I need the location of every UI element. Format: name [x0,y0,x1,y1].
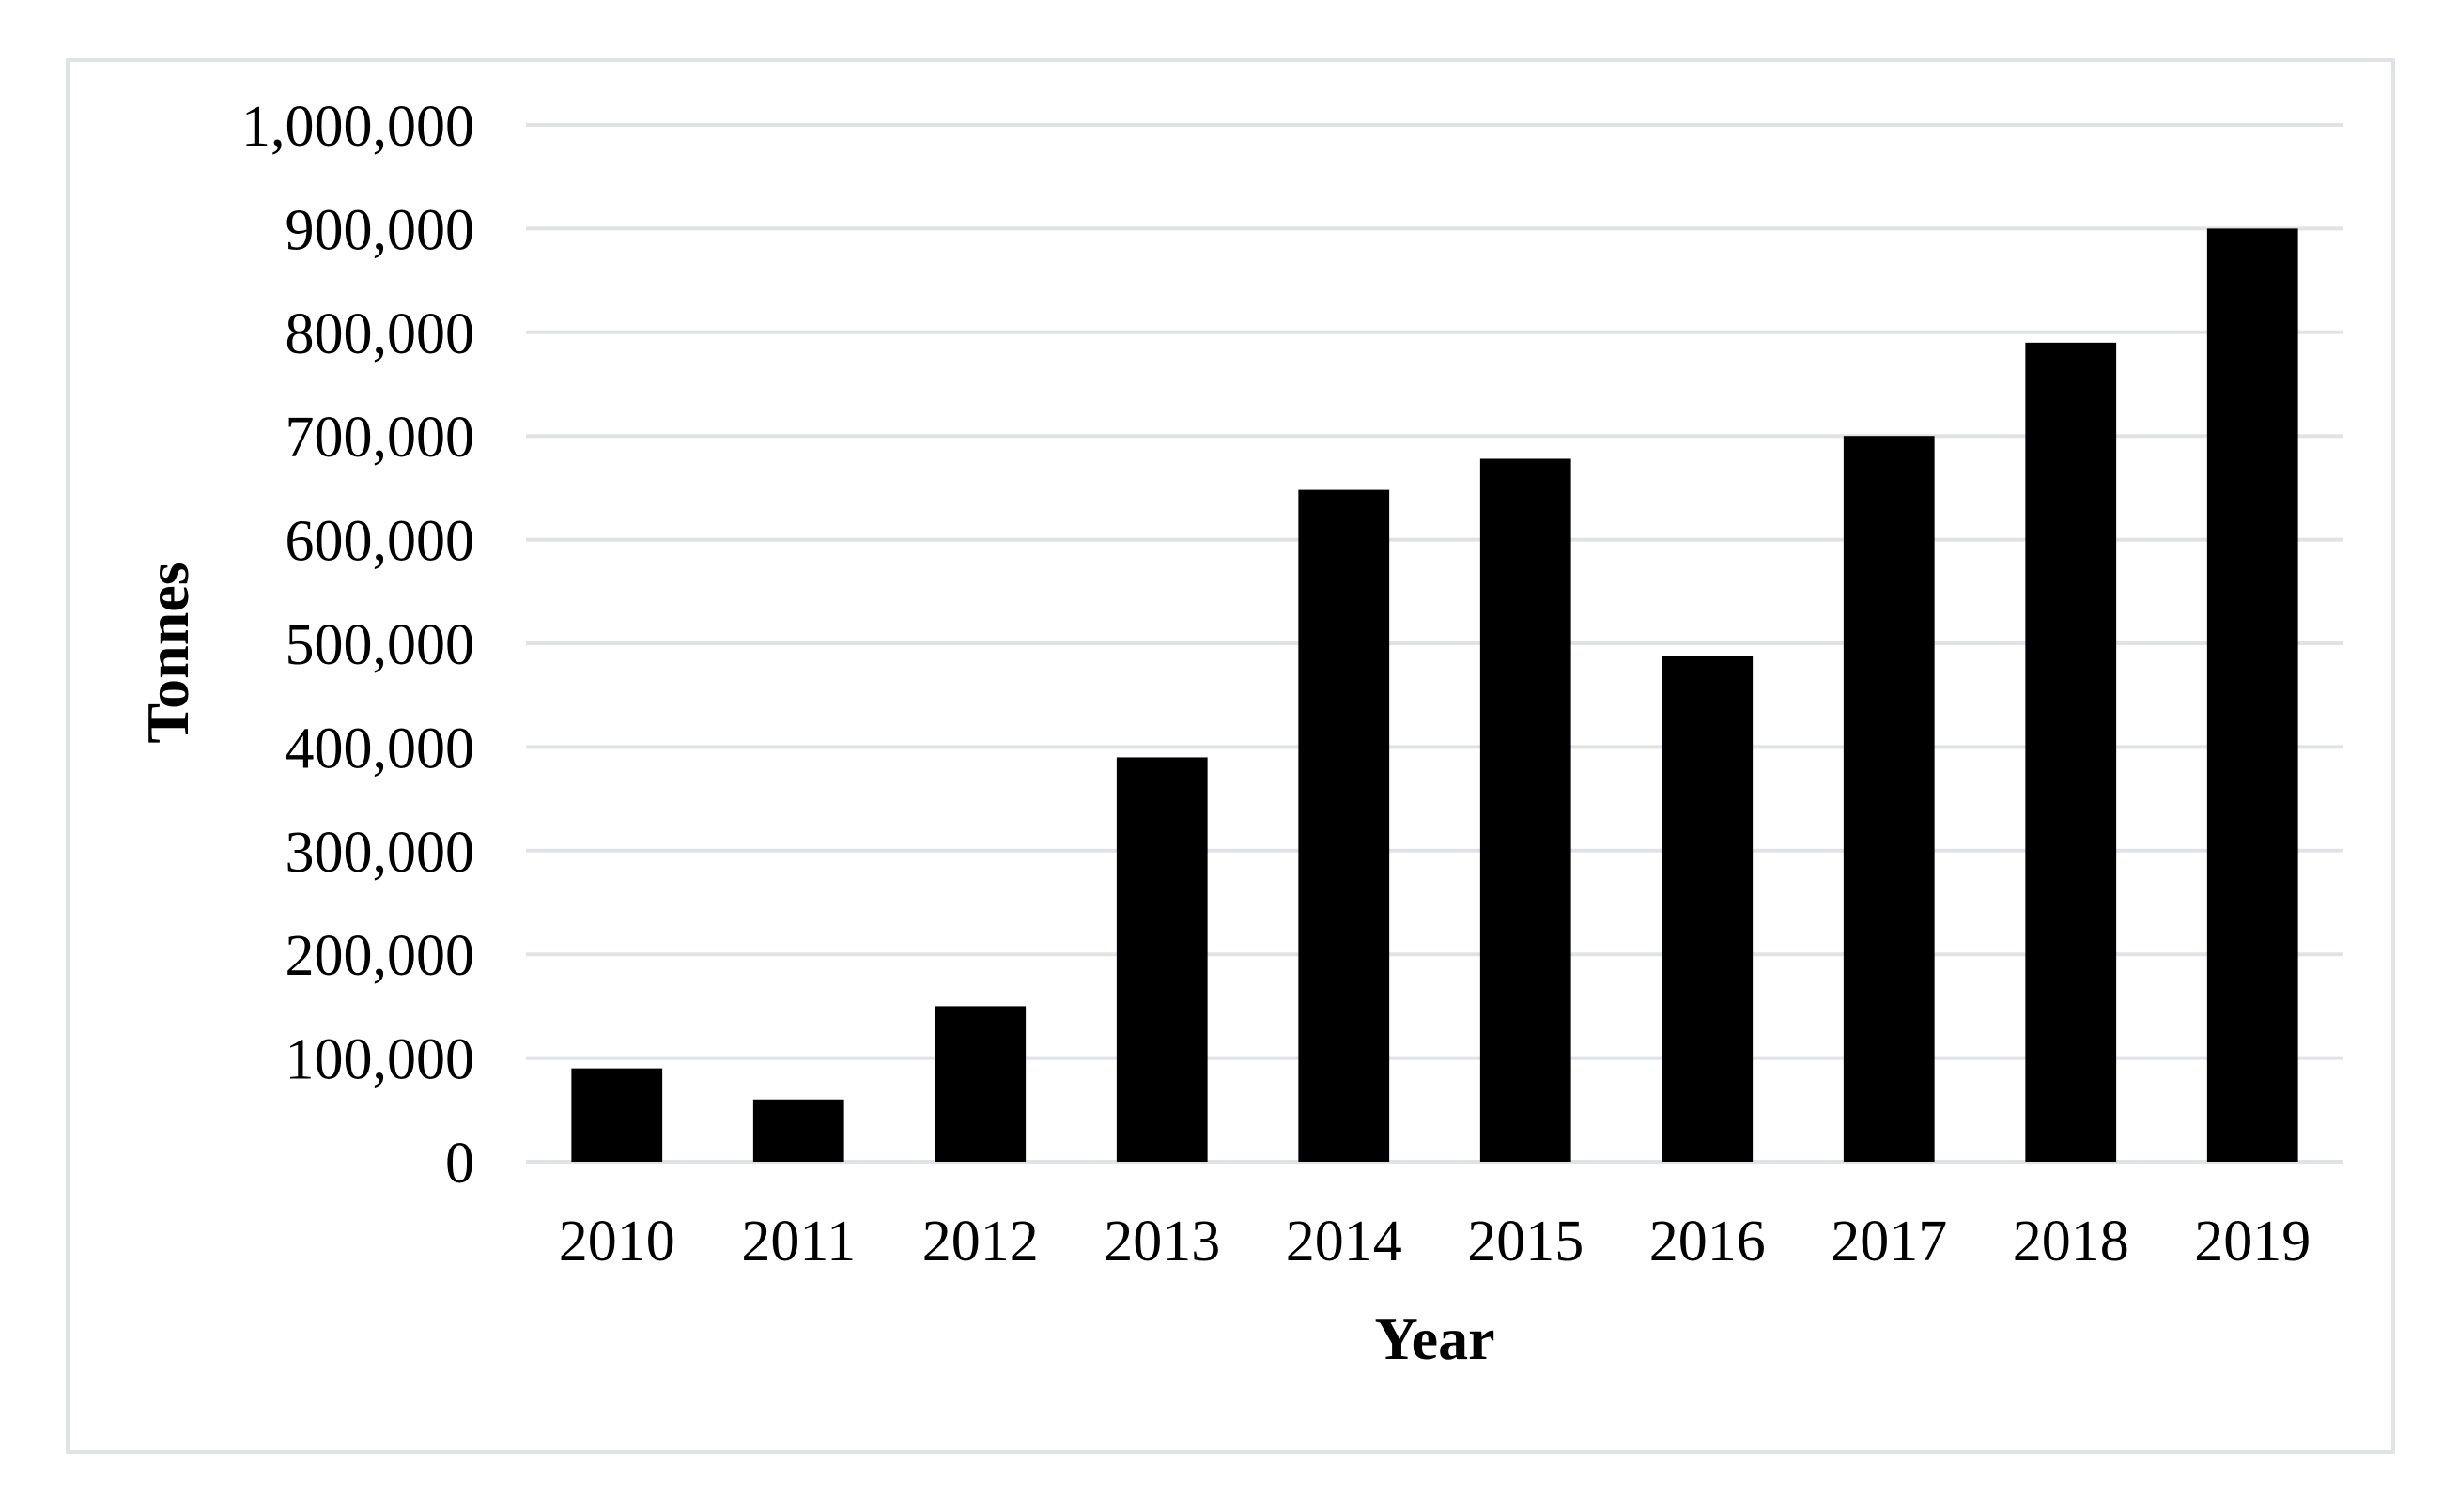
x-tick-label: 2010 [559,1210,675,1273]
bar-2012 [935,1006,1027,1162]
y-tick-label: 400,000 [286,717,475,780]
y-tick-label: 700,000 [286,406,475,470]
y-tick-label: 100,000 [286,1028,475,1092]
bar-2011 [752,1099,844,1162]
x-tick-label: 2015 [1467,1210,1584,1273]
y-tick-label: 900,000 [286,198,475,262]
bar-2019 [2206,228,2298,1162]
x-tick-label: 2016 [1649,1210,1766,1273]
x-axis-title: Year [1375,1305,1495,1372]
x-tick-label: 2014 [1286,1210,1402,1273]
chart-frame [66,58,2395,1454]
x-tick-label: 2017 [1831,1210,1947,1273]
x-tick-label: 2019 [2194,1210,2311,1273]
y-axis-tick-labels: 0 100,000 200,000 300,000 400,000 500,000 600,… [241,95,474,1196]
x-tick-label: 2013 [1104,1210,1220,1273]
y-tick-label: 300,000 [286,821,475,885]
y-tick-label: 200,000 [286,924,475,988]
bar-2015 [1479,458,1571,1162]
y-tick-label: 0 [445,1132,474,1196]
y-tick-label: 800,000 [286,302,475,366]
bars [571,228,2298,1163]
y-axis-title: Tonnes [134,562,201,743]
x-tick-label: 2018 [2013,1210,2129,1273]
x-tick-label: 2011 [741,1210,856,1273]
bar-2018 [2025,342,2117,1163]
y-tick-label: 500,000 [286,613,475,677]
bar-2010 [571,1068,663,1162]
bar-2017 [1843,436,1935,1162]
bar-2013 [1116,757,1208,1162]
bar-2016 [1662,656,1754,1162]
x-tick-label: 2012 [922,1210,1039,1273]
y-tick-label: 600,000 [286,510,475,574]
x-axis-tick-labels: 2010 2011 2012 2013 2014 2015 2016 2017 2018 2019 [559,1210,2311,1273]
bar-2014 [1298,489,1390,1162]
y-tick-label: 1,000,000 [241,95,474,159]
